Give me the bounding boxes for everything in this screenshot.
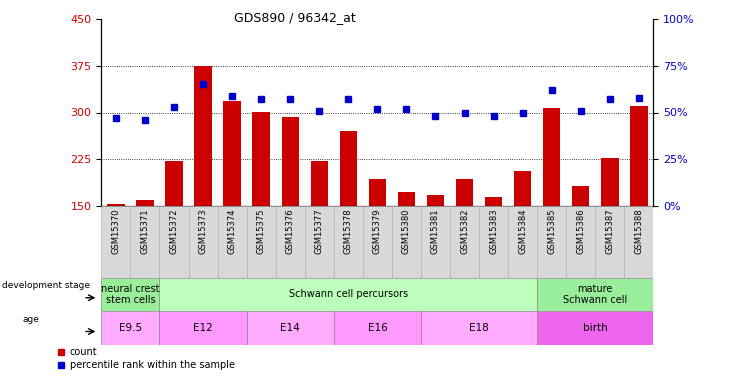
Bar <box>195 66 212 206</box>
Text: development stage: development stage <box>2 281 90 290</box>
Bar <box>189 206 218 278</box>
Bar <box>392 206 421 278</box>
Bar <box>421 311 537 345</box>
Text: age: age <box>23 315 39 324</box>
Text: GSM15376: GSM15376 <box>285 209 294 254</box>
Text: GSM15385: GSM15385 <box>547 209 556 254</box>
Bar <box>398 192 415 206</box>
Bar <box>630 106 647 206</box>
Text: GSM15378: GSM15378 <box>344 209 353 254</box>
Bar <box>311 161 328 206</box>
Text: GSM15386: GSM15386 <box>576 209 585 254</box>
Bar <box>101 278 159 311</box>
Text: percentile rank within the sample: percentile rank within the sample <box>70 360 235 370</box>
Bar <box>159 206 189 278</box>
Bar <box>218 206 246 278</box>
Bar <box>624 206 653 278</box>
Text: E12: E12 <box>193 323 213 333</box>
Bar <box>107 204 125 206</box>
Text: GSM15382: GSM15382 <box>460 209 469 254</box>
Bar <box>363 206 392 278</box>
Bar <box>223 101 241 206</box>
Text: neural crest
stem cells: neural crest stem cells <box>101 284 160 305</box>
Bar <box>456 179 473 206</box>
Text: GSM15383: GSM15383 <box>489 209 498 254</box>
Bar <box>543 108 560 206</box>
Bar <box>566 206 596 278</box>
Bar <box>252 112 270 206</box>
Bar <box>485 197 502 206</box>
Bar <box>276 206 305 278</box>
Bar <box>508 206 537 278</box>
Bar <box>136 200 154 206</box>
Text: GSM15375: GSM15375 <box>257 209 266 254</box>
Bar <box>333 206 363 278</box>
Text: GSM15371: GSM15371 <box>140 209 149 254</box>
Text: GSM15370: GSM15370 <box>111 209 120 254</box>
Bar <box>601 158 619 206</box>
Bar <box>479 206 508 278</box>
Bar <box>282 117 299 206</box>
Bar <box>339 131 357 206</box>
Text: E16: E16 <box>367 323 388 333</box>
Bar <box>305 206 333 278</box>
Bar <box>159 278 537 311</box>
Text: GSM15380: GSM15380 <box>402 209 411 254</box>
Bar <box>421 206 450 278</box>
Text: E14: E14 <box>280 323 300 333</box>
Bar <box>596 206 624 278</box>
Text: Schwann cell percursors: Schwann cell percursors <box>289 290 408 299</box>
Text: GSM15377: GSM15377 <box>315 209 324 254</box>
Bar <box>572 186 590 206</box>
Text: GSM15374: GSM15374 <box>228 209 237 254</box>
Text: GSM15372: GSM15372 <box>170 209 179 254</box>
Text: GSM15387: GSM15387 <box>605 209 614 254</box>
Bar <box>537 278 653 311</box>
Bar <box>159 311 246 345</box>
Text: E9.5: E9.5 <box>119 323 142 333</box>
Text: count: count <box>70 346 98 357</box>
Bar <box>514 171 532 206</box>
Text: mature
Schwann cell: mature Schwann cell <box>563 284 627 305</box>
Bar <box>101 311 159 345</box>
Bar <box>427 195 444 206</box>
Text: GSM15379: GSM15379 <box>373 209 382 254</box>
Bar <box>333 311 421 345</box>
Bar <box>369 179 386 206</box>
Text: GSM15388: GSM15388 <box>635 209 644 254</box>
Text: GDS890 / 96342_at: GDS890 / 96342_at <box>234 11 355 24</box>
Bar <box>165 161 182 206</box>
Text: birth: birth <box>583 323 608 333</box>
Bar <box>246 206 276 278</box>
Bar <box>537 206 566 278</box>
Bar <box>246 311 333 345</box>
Text: GSM15373: GSM15373 <box>198 209 207 254</box>
Bar <box>450 206 479 278</box>
Bar <box>537 311 653 345</box>
Text: GSM15381: GSM15381 <box>431 209 440 254</box>
Text: GSM15384: GSM15384 <box>518 209 527 254</box>
Bar <box>131 206 159 278</box>
Bar <box>101 206 131 278</box>
Text: E18: E18 <box>469 323 489 333</box>
